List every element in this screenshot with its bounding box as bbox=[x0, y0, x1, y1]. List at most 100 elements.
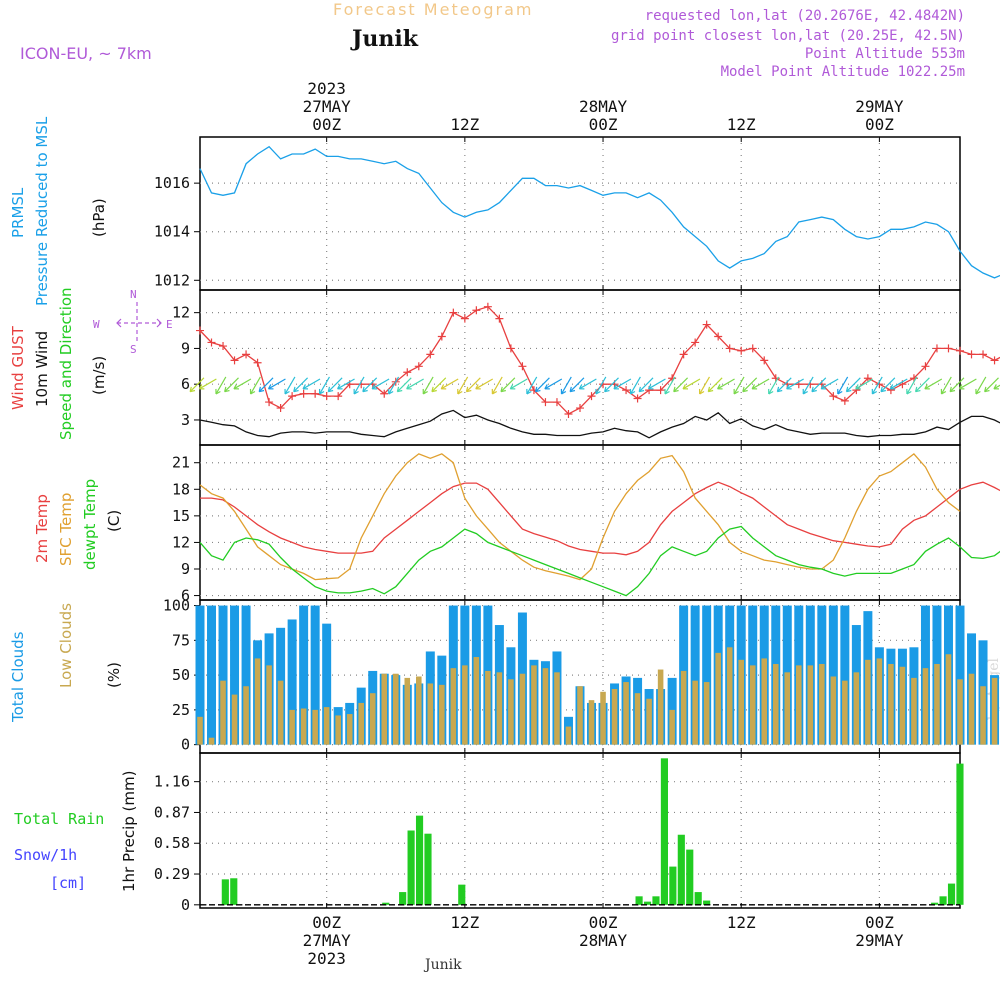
bottom-time-label: 00Z bbox=[312, 913, 341, 932]
bottom-time-label: 27MAY bbox=[303, 931, 352, 950]
gust-point bbox=[944, 344, 953, 353]
gust-point bbox=[506, 344, 515, 353]
wind-arrow bbox=[535, 377, 550, 393]
gust-point bbox=[737, 346, 746, 355]
wind-arrow bbox=[717, 378, 735, 390]
wind-arrow-head bbox=[371, 384, 378, 390]
bottom-time-label: 00Z bbox=[589, 913, 618, 932]
ytick-label-clouds: 50 bbox=[172, 666, 190, 684]
low-cloud-bar bbox=[922, 668, 929, 745]
low-cloud-bar bbox=[819, 663, 825, 745]
wind-arrow bbox=[233, 378, 252, 390]
total-cloud-bar bbox=[828, 605, 838, 745]
low-cloud-bar bbox=[243, 686, 249, 745]
ytick-label-wind: 6 bbox=[181, 375, 190, 393]
low-cloud-bar bbox=[300, 708, 307, 745]
wind-arrow bbox=[786, 378, 804, 390]
wind-arrow-head bbox=[638, 386, 645, 393]
low-cloud-bar bbox=[611, 689, 618, 745]
rain-bar bbox=[660, 758, 668, 905]
series-dewpt-temp bbox=[199, 525, 1000, 597]
gust-point bbox=[576, 404, 584, 413]
wind-arrow-head bbox=[362, 386, 368, 393]
series-wind-gust bbox=[199, 305, 1000, 415]
total-cloud-bar bbox=[230, 605, 240, 745]
low-cloud-bar bbox=[565, 726, 572, 745]
low-cloud-bar bbox=[508, 679, 514, 745]
top-time-label: 00Z bbox=[589, 115, 618, 134]
wind-arrow bbox=[604, 377, 619, 393]
rain-bar bbox=[221, 879, 229, 905]
wind-arrow-head bbox=[845, 386, 852, 393]
gust-point bbox=[748, 344, 757, 353]
wind-arrow bbox=[638, 377, 654, 393]
low-cloud-bar bbox=[934, 663, 940, 745]
ytick-label-precipitation: 0 bbox=[181, 896, 190, 914]
low-cloud-bar bbox=[692, 680, 698, 745]
gust-point bbox=[956, 346, 964, 355]
wind-arrow bbox=[388, 376, 400, 395]
wind-arrow bbox=[431, 377, 447, 393]
ytick-label-temperature: 18 bbox=[172, 480, 190, 498]
low-cloud-bar bbox=[462, 665, 468, 745]
top-time-label: 28MAY bbox=[579, 97, 628, 116]
wind-arrow bbox=[924, 378, 943, 390]
wind-arrow bbox=[889, 378, 908, 390]
gust-point bbox=[622, 386, 631, 395]
gust-point bbox=[990, 356, 999, 365]
total-cloud-bar bbox=[218, 605, 228, 745]
wind-arrow-head bbox=[682, 384, 689, 390]
wind-arrow bbox=[648, 378, 666, 390]
wind-arrow-head bbox=[440, 384, 447, 390]
wind-arrow-head bbox=[491, 388, 498, 395]
bottom-time-label: 12Z bbox=[727, 913, 756, 932]
low-cloud-bar bbox=[634, 693, 641, 745]
low-cloud-bar bbox=[369, 693, 376, 745]
rain-bar bbox=[686, 849, 694, 905]
wind-arrow bbox=[579, 378, 597, 390]
wind-arrow bbox=[673, 377, 689, 393]
low-cloud-bar bbox=[876, 658, 883, 745]
wind-arrow-head bbox=[698, 388, 705, 395]
top-time-label: 12Z bbox=[727, 115, 756, 134]
wind-arrow-head bbox=[993, 384, 999, 390]
wind-arrow-head bbox=[786, 384, 792, 390]
wind-arrow bbox=[500, 377, 516, 393]
wind-arrow-head bbox=[811, 386, 817, 393]
rain-bar bbox=[652, 896, 660, 905]
gust-point bbox=[207, 338, 216, 347]
total-rain-label: Total Rain bbox=[14, 810, 105, 828]
low-cloud-bar bbox=[323, 707, 330, 745]
low-cloud-bar bbox=[830, 676, 837, 745]
wind-arrow bbox=[595, 376, 607, 395]
low-cloud-bar bbox=[888, 663, 894, 745]
wind-arrow-head bbox=[500, 386, 507, 393]
wind-arrow-head bbox=[475, 384, 481, 390]
wind-arrow bbox=[491, 376, 503, 395]
wind-arrow-head bbox=[318, 388, 325, 395]
total-cloud-bar bbox=[322, 623, 332, 745]
low-cloud-bar bbox=[416, 676, 422, 745]
ytick-label-temperature: 12 bbox=[172, 533, 190, 551]
wind-arrow-head bbox=[284, 388, 290, 395]
grid-coords: grid point closest lon,lat (20.25E, 42.5… bbox=[610, 28, 965, 44]
total-cloud-bar bbox=[310, 605, 320, 745]
low-cloud-bar bbox=[542, 668, 549, 745]
wind-arrow-head bbox=[889, 384, 896, 390]
gust-point bbox=[541, 398, 550, 407]
wind-arrow-head bbox=[258, 386, 265, 393]
top-time-label: 2023 bbox=[307, 79, 346, 98]
wind-arrow bbox=[613, 378, 632, 390]
wind-arrow-head bbox=[958, 384, 965, 390]
wind-arrow bbox=[984, 377, 999, 393]
wind-arrow-head bbox=[422, 388, 428, 395]
wind-arrow bbox=[802, 376, 814, 395]
wind-arrow bbox=[224, 377, 239, 393]
gust-point bbox=[322, 392, 331, 401]
rain-bar bbox=[694, 892, 702, 905]
gust-point bbox=[679, 350, 688, 359]
low-cloud-bar bbox=[784, 672, 791, 745]
point-altitude: Point Altitude 553m bbox=[804, 46, 965, 62]
series-2m-temp bbox=[200, 481, 1000, 556]
